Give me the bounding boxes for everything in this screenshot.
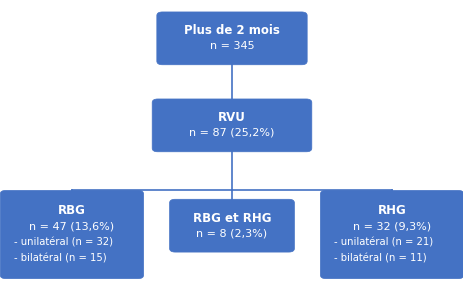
Text: n = 8 (2,3%): n = 8 (2,3%)	[196, 228, 267, 238]
FancyBboxPatch shape	[156, 12, 307, 65]
Text: RHG: RHG	[377, 204, 406, 217]
Text: - bilatéral (n = 15): - bilatéral (n = 15)	[14, 254, 106, 264]
FancyBboxPatch shape	[152, 99, 311, 152]
Text: - bilatéral (n = 11): - bilatéral (n = 11)	[333, 254, 425, 264]
Text: RBG: RBG	[58, 204, 86, 217]
Text: n = 32 (9,3%): n = 32 (9,3%)	[352, 222, 430, 231]
Text: n = 47 (13,6%): n = 47 (13,6%)	[29, 222, 114, 231]
FancyBboxPatch shape	[0, 191, 144, 278]
Text: RVU: RVU	[218, 111, 245, 124]
FancyBboxPatch shape	[319, 191, 463, 278]
Text: RBG et RHG: RBG et RHG	[192, 212, 271, 224]
Text: - unilatéral (n = 32): - unilatéral (n = 32)	[14, 238, 113, 248]
Text: - unilatéral (n = 21): - unilatéral (n = 21)	[333, 238, 432, 248]
FancyBboxPatch shape	[169, 199, 294, 252]
Text: Plus de 2 mois: Plus de 2 mois	[184, 24, 279, 37]
Text: n = 345: n = 345	[209, 41, 254, 51]
Text: n = 87 (25,2%): n = 87 (25,2%)	[189, 128, 274, 138]
